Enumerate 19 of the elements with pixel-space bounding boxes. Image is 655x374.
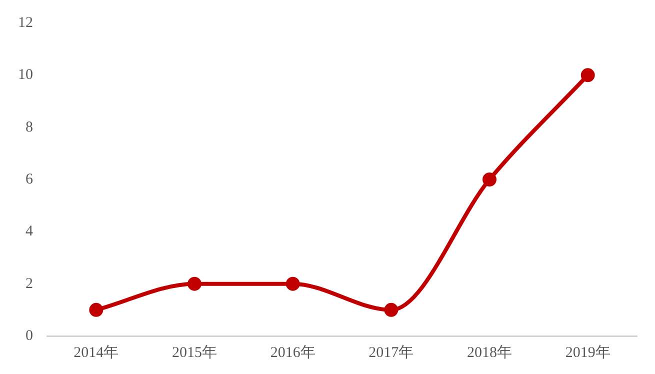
x-tick-label: 2017年 [368, 344, 414, 361]
point [580, 68, 595, 82]
y-tick-label: 10 [18, 67, 33, 84]
x-tick-label: 2016年 [270, 344, 316, 361]
point [482, 172, 496, 186]
point [89, 302, 104, 317]
y-tick-label: 2 [26, 276, 33, 292]
point [384, 302, 398, 317]
point [286, 276, 300, 291]
y-tick-label: 12 [18, 14, 33, 31]
y-tick-label: 0 [26, 328, 33, 344]
x-tick-label: 2019年 [565, 344, 610, 361]
y-tick-label: 8 [26, 119, 33, 136]
y-tick-label: 4 [26, 224, 34, 240]
x-tick-label: 2018年 [467, 344, 512, 361]
y-tick-label: 6 [26, 171, 34, 188]
point [188, 276, 202, 291]
x-tick-label: 2014年 [74, 344, 119, 361]
x-tick-label: 2015年 [172, 344, 217, 361]
